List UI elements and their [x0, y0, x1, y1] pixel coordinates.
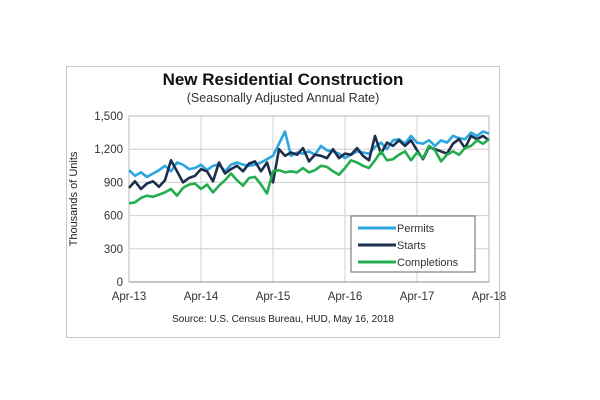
- y-tick-label: 1,200: [94, 144, 123, 156]
- y-tick-label: 1,500: [94, 111, 123, 123]
- y-axis-label: Thousands of Units: [68, 151, 80, 246]
- chart-title: New Residential Construction: [162, 70, 404, 89]
- y-tick-label: 0: [117, 277, 123, 289]
- y-tick-label: 300: [104, 244, 123, 256]
- x-tick-label: Apr-18: [472, 291, 507, 303]
- x-tick-label: Apr-14: [184, 291, 219, 303]
- legend-label-completions: Completions: [397, 257, 459, 269]
- y-tick-label: 600: [104, 211, 123, 223]
- x-tick-label: Apr-17: [400, 291, 435, 303]
- legend-label-permits: Permits: [397, 223, 435, 235]
- x-tick-label: Apr-16: [328, 291, 363, 303]
- legend-label-starts: Starts: [397, 240, 426, 252]
- chart-subtitle: (Seasonally Adjusted Annual Rate): [186, 91, 380, 105]
- y-tick-label: 900: [104, 177, 123, 189]
- chart-frame: [66, 66, 500, 338]
- series-line-permits: [128, 130, 490, 179]
- x-tick-label: Apr-13: [112, 291, 147, 303]
- x-tick-label: Apr-15: [256, 291, 291, 303]
- chart-source: Source: U.S. Census Bureau, HUD, May 16,…: [172, 314, 394, 325]
- series-line-starts: [128, 134, 490, 191]
- series-line-completions: [128, 138, 490, 205]
